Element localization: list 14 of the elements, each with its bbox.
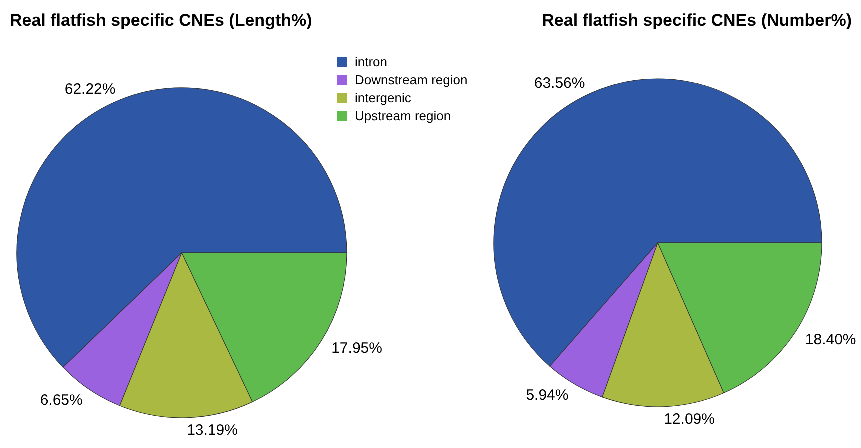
chart-title: Real flatfish specific CNEs (Length%) [10, 11, 312, 30]
legend-label: intron [355, 54, 388, 70]
legend-label: Upstream region [355, 108, 452, 124]
data-label: 62.22% [64, 81, 116, 98]
chart-title: Real flatfish specific CNEs (Number%) [542, 11, 852, 30]
data-label: 63.56% [534, 74, 586, 92]
data-label: 6.65% [40, 392, 83, 409]
legend-label: Downstream region [355, 72, 468, 88]
data-label: 12.09% [664, 411, 715, 428]
data-label: 13.19% [187, 422, 238, 440]
legend-label: intergenic [355, 90, 412, 106]
data-label: 5.94% [526, 386, 569, 404]
data-label: 17.95% [332, 340, 382, 357]
data-label: 18.40% [805, 331, 856, 348]
